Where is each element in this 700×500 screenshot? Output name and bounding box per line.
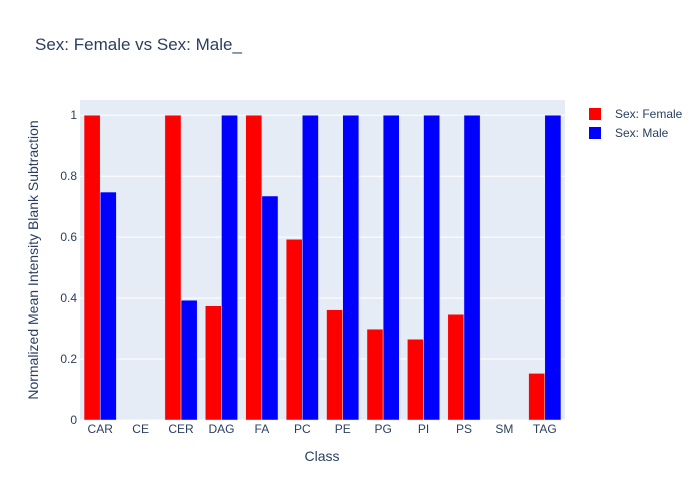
x-tick-label: PS [456,422,472,436]
bar-sex-male-dag [221,114,238,421]
x-tick-label: SM [495,422,513,436]
bar-sex-male-pi [423,114,440,421]
legend-item[interactable]: Sex: Male [589,126,669,140]
bar-sex-male-pg [382,114,400,421]
bar-sex-female-pe [326,309,343,421]
y-tick-label: 1 [70,108,77,122]
gridlines [80,114,565,421]
x-tick-label: CER [168,422,194,436]
legend-swatch [589,108,601,120]
bar-sex-male-fa [261,195,279,421]
bar-sex-male-ps [463,114,481,421]
y-axis-title: Normalized Mean Intensity Blank Subtract… [25,120,41,399]
x-tick-label: PE [335,422,351,436]
x-tick-label: CAR [88,422,114,436]
y-axis-ticks: 0 0.2 0.4 0.6 0.8 1 [60,108,77,427]
bar-sex-male-car [99,191,117,421]
y-tick-label: 0.2 [60,352,77,366]
bar-sex-female-ps [447,313,465,421]
legend-item[interactable]: Sex: Female [589,107,683,121]
bar-sex-female-tag [528,373,546,421]
bar-sex-female-fa [245,114,263,421]
y-tick-label: 0.8 [60,169,77,183]
bar-sex-male-tag [544,114,562,421]
x-tick-label: PI [418,422,429,436]
y-tick-label: 0.6 [60,230,77,244]
legend[interactable]: Sex: Female Sex: Male [589,107,683,140]
bar-sex-female-car [83,114,101,421]
plot-area [80,100,565,420]
bar-sex-male-pc [302,114,319,421]
x-axis-ticks: CAR CE CER DAG FA PC PE PG PI PS SM TAG [88,422,557,436]
x-tick-label: PC [294,422,311,436]
x-tick-label: CE [132,422,149,436]
bars [83,114,562,421]
x-tick-label: PG [374,422,391,436]
chart-title: Sex: Female vs Sex: Male_ [35,35,242,54]
bar-sex-female-pc [285,239,303,421]
y-tick-label: 0.4 [60,291,77,305]
x-axis-title: Class [304,448,339,464]
bar-sex-female-cer [164,114,182,421]
legend-label: Sex: Female [615,107,683,121]
bar-sex-female-pg [366,328,384,421]
legend-swatch [589,127,601,139]
bar-sex-female-dag [205,305,222,421]
legend-label: Sex: Male [615,126,669,140]
x-tick-label: TAG [533,422,557,436]
bar-sex-male-cer [180,299,198,421]
y-tick-label: 0 [70,413,77,427]
x-tick-label: DAG [208,422,234,436]
bar-sex-female-pi [407,338,424,421]
bar-sex-male-pe [342,114,360,421]
x-tick-label: FA [255,422,270,436]
